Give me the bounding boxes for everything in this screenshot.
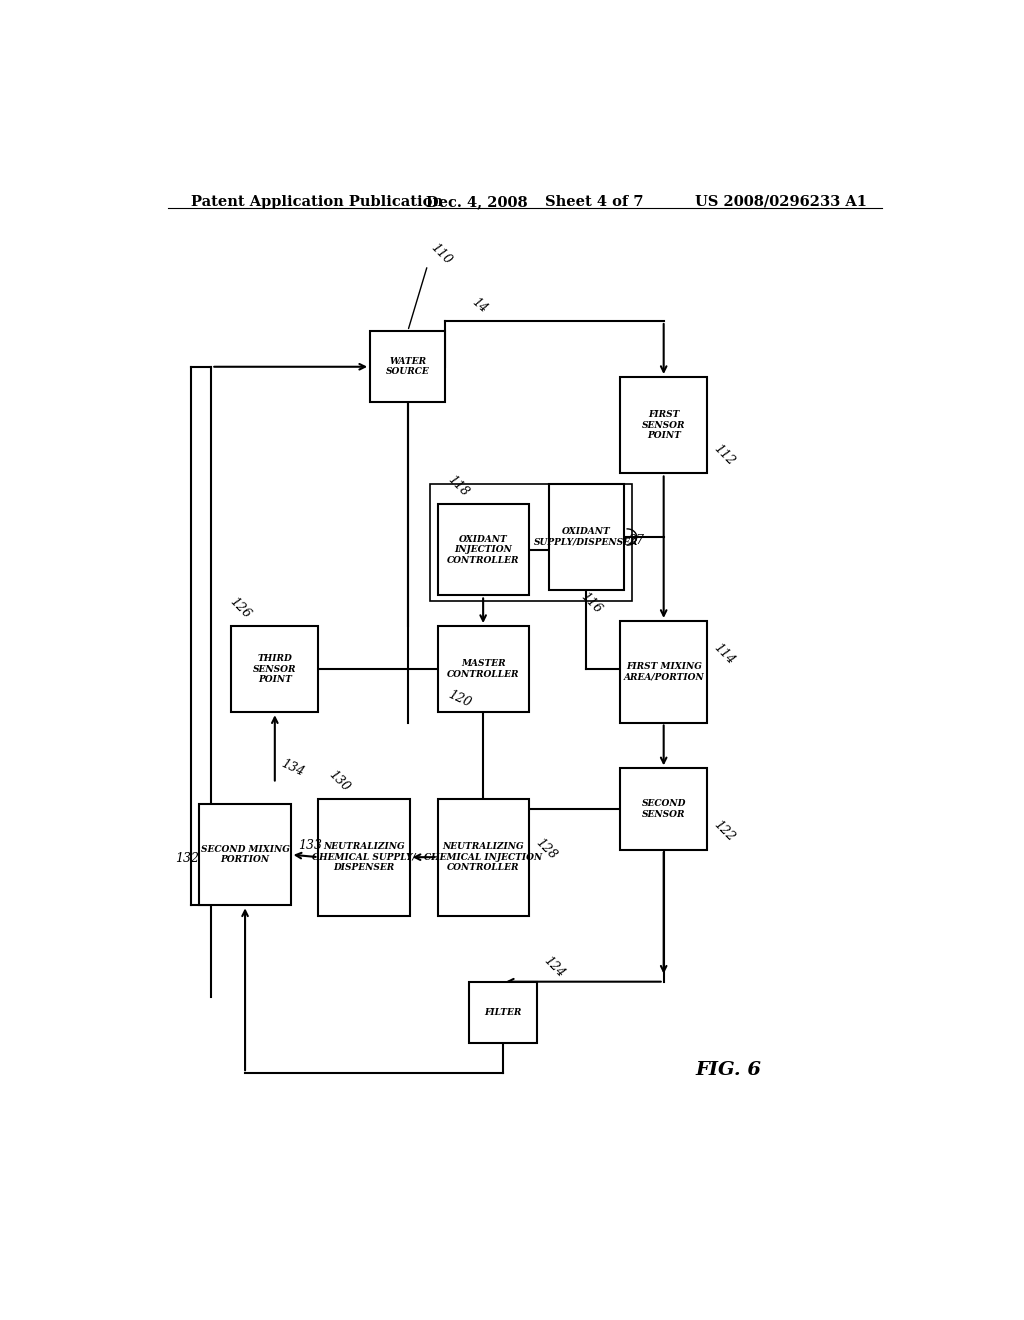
Text: SECOND MIXING
PORTION: SECOND MIXING PORTION xyxy=(201,845,290,865)
Text: 126: 126 xyxy=(227,595,253,620)
Text: 116: 116 xyxy=(579,590,604,616)
FancyBboxPatch shape xyxy=(200,804,291,906)
Text: US 2008/0296233 A1: US 2008/0296233 A1 xyxy=(695,195,867,209)
Text: OXIDANT
INJECTION
CONTROLLER: OXIDANT INJECTION CONTROLLER xyxy=(446,535,519,565)
Text: 128: 128 xyxy=(532,836,559,862)
Text: 124: 124 xyxy=(541,953,567,979)
FancyBboxPatch shape xyxy=(437,504,528,595)
Text: 110: 110 xyxy=(428,242,455,267)
Text: MASTER
CONTROLLER: MASTER CONTROLLER xyxy=(446,660,519,678)
Text: 133: 133 xyxy=(299,840,323,853)
Text: 114: 114 xyxy=(712,640,737,667)
Text: 112: 112 xyxy=(712,442,737,469)
Text: 118: 118 xyxy=(445,473,472,499)
Text: Dec. 4, 2008: Dec. 4, 2008 xyxy=(426,195,527,209)
Text: FIG. 6: FIG. 6 xyxy=(695,1061,762,1080)
Text: FIRST
SENSOR
POINT: FIRST SENSOR POINT xyxy=(642,411,685,440)
FancyBboxPatch shape xyxy=(318,799,410,916)
Text: NEUTRALIZING
CHEMICAL SUPPLY/
DISPENSER: NEUTRALIZING CHEMICAL SUPPLY/ DISPENSER xyxy=(312,842,416,873)
Text: THIRD
SENSOR
POINT: THIRD SENSOR POINT xyxy=(253,655,297,684)
Text: 14: 14 xyxy=(469,296,489,315)
FancyBboxPatch shape xyxy=(620,768,708,850)
FancyBboxPatch shape xyxy=(231,626,318,713)
Text: 122: 122 xyxy=(712,818,737,845)
Text: 27: 27 xyxy=(628,535,644,548)
Text: Patent Application Publication: Patent Application Publication xyxy=(191,195,443,209)
Text: NEUTRALIZING
CHEMICAL INJECTION
CONTROLLER: NEUTRALIZING CHEMICAL INJECTION CONTROLL… xyxy=(424,842,543,873)
FancyBboxPatch shape xyxy=(549,483,624,590)
Text: 132: 132 xyxy=(176,851,200,865)
Text: 120: 120 xyxy=(445,688,473,710)
Text: 130: 130 xyxy=(327,767,352,793)
Text: Sheet 4 of 7: Sheet 4 of 7 xyxy=(545,195,643,209)
Text: WATER
SOURCE: WATER SOURCE xyxy=(386,358,430,376)
FancyBboxPatch shape xyxy=(437,626,528,713)
FancyBboxPatch shape xyxy=(437,799,528,916)
FancyBboxPatch shape xyxy=(469,982,537,1043)
Bar xyxy=(430,483,632,601)
Text: OXIDANT
SUPPLY/DISPENSER: OXIDANT SUPPLY/DISPENSER xyxy=(535,527,639,546)
Text: FIRST MIXING
AREA/PORTION: FIRST MIXING AREA/PORTION xyxy=(624,663,705,681)
FancyBboxPatch shape xyxy=(370,331,445,403)
FancyBboxPatch shape xyxy=(620,378,708,474)
FancyBboxPatch shape xyxy=(620,620,708,722)
Text: SECOND
SENSOR: SECOND SENSOR xyxy=(641,799,686,818)
Text: FILTER: FILTER xyxy=(484,1007,521,1016)
Text: 134: 134 xyxy=(279,756,306,779)
